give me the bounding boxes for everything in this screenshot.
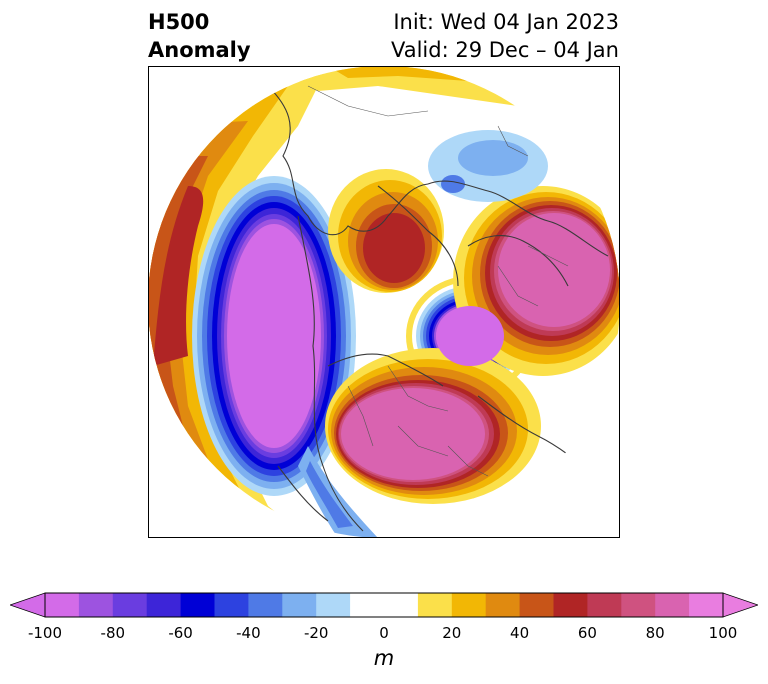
colorbar-segments (45, 593, 724, 617)
siberia-high-core (363, 213, 425, 283)
colorbar-tick-label: 80 (645, 624, 665, 642)
pacific-low-core (227, 224, 321, 448)
anomaly-map (148, 66, 620, 538)
colorbar-tick-label: 0 (379, 624, 389, 642)
colorbar-over-arrow (722, 592, 758, 618)
africa-low-spot (441, 175, 465, 193)
country-borders (307, 85, 569, 477)
valid-period: Valid: 29 Dec – 04 Jan (390, 38, 619, 62)
atlantic-low-core-top (436, 306, 504, 366)
colorbar-segment (78, 593, 114, 617)
colorbar-segment (485, 593, 521, 617)
title-block-right: Init: Wed 04 Jan 2023 Valid: 29 Dec – 04… (391, 8, 619, 64)
colorbar (10, 592, 758, 618)
colorbar-segment (248, 593, 283, 617)
colorbar-tick-label: -60 (168, 624, 193, 642)
colorbar-segment (553, 593, 588, 617)
colorbar-segment (350, 593, 385, 617)
colorbar-tick-label: -80 (100, 624, 126, 642)
colorbar-segment (180, 593, 215, 617)
colorbar-segment (112, 593, 148, 617)
ena-high-core (341, 388, 485, 480)
colorbar-segment (655, 593, 690, 617)
mexico-low (298, 446, 378, 538)
colorbar-segment (417, 593, 453, 617)
map-border (148, 66, 620, 538)
colorbar-segment (621, 593, 656, 617)
colorbar-segment (519, 593, 554, 617)
colorbar-segment (45, 593, 80, 617)
colorbar-segment (146, 593, 182, 617)
title-block-left: H500 Anomaly (148, 8, 251, 64)
colorbar-segment (587, 593, 622, 617)
colorbar-tick-label: -100 (27, 624, 63, 642)
colorbar-segment (214, 593, 249, 617)
init-time: Init: Wed 04 Jan 2023 (393, 10, 619, 34)
colorbar-tick-label: 20 (442, 624, 462, 642)
colorbar-tick-label: 60 (577, 624, 597, 642)
west-rim-positive-5 (153, 186, 204, 366)
colorbar-segment (689, 593, 724, 617)
europe-high-core (498, 213, 610, 327)
title-field: Anomaly (148, 38, 251, 62)
colorbar-unit-label: m (373, 646, 395, 670)
colorbar-segment (451, 593, 487, 617)
colorbar-segment (316, 593, 351, 617)
colorbar-segment (282, 593, 317, 617)
colorbar-outline (44, 592, 724, 618)
africa-low-inner (458, 140, 528, 176)
title-variable: H500 (148, 10, 210, 34)
mexico-low-inner (306, 461, 353, 528)
colorbar-tick-label: -40 (236, 624, 261, 642)
colorbar-tick-label: 100 (708, 624, 738, 642)
colorbar-tick-label: -20 (303, 624, 329, 642)
colorbar-under-arrow (10, 592, 46, 618)
colorbar-tick-label: 40 (510, 624, 530, 642)
anomaly-fill (148, 66, 620, 538)
colorbar-segment (384, 593, 419, 617)
